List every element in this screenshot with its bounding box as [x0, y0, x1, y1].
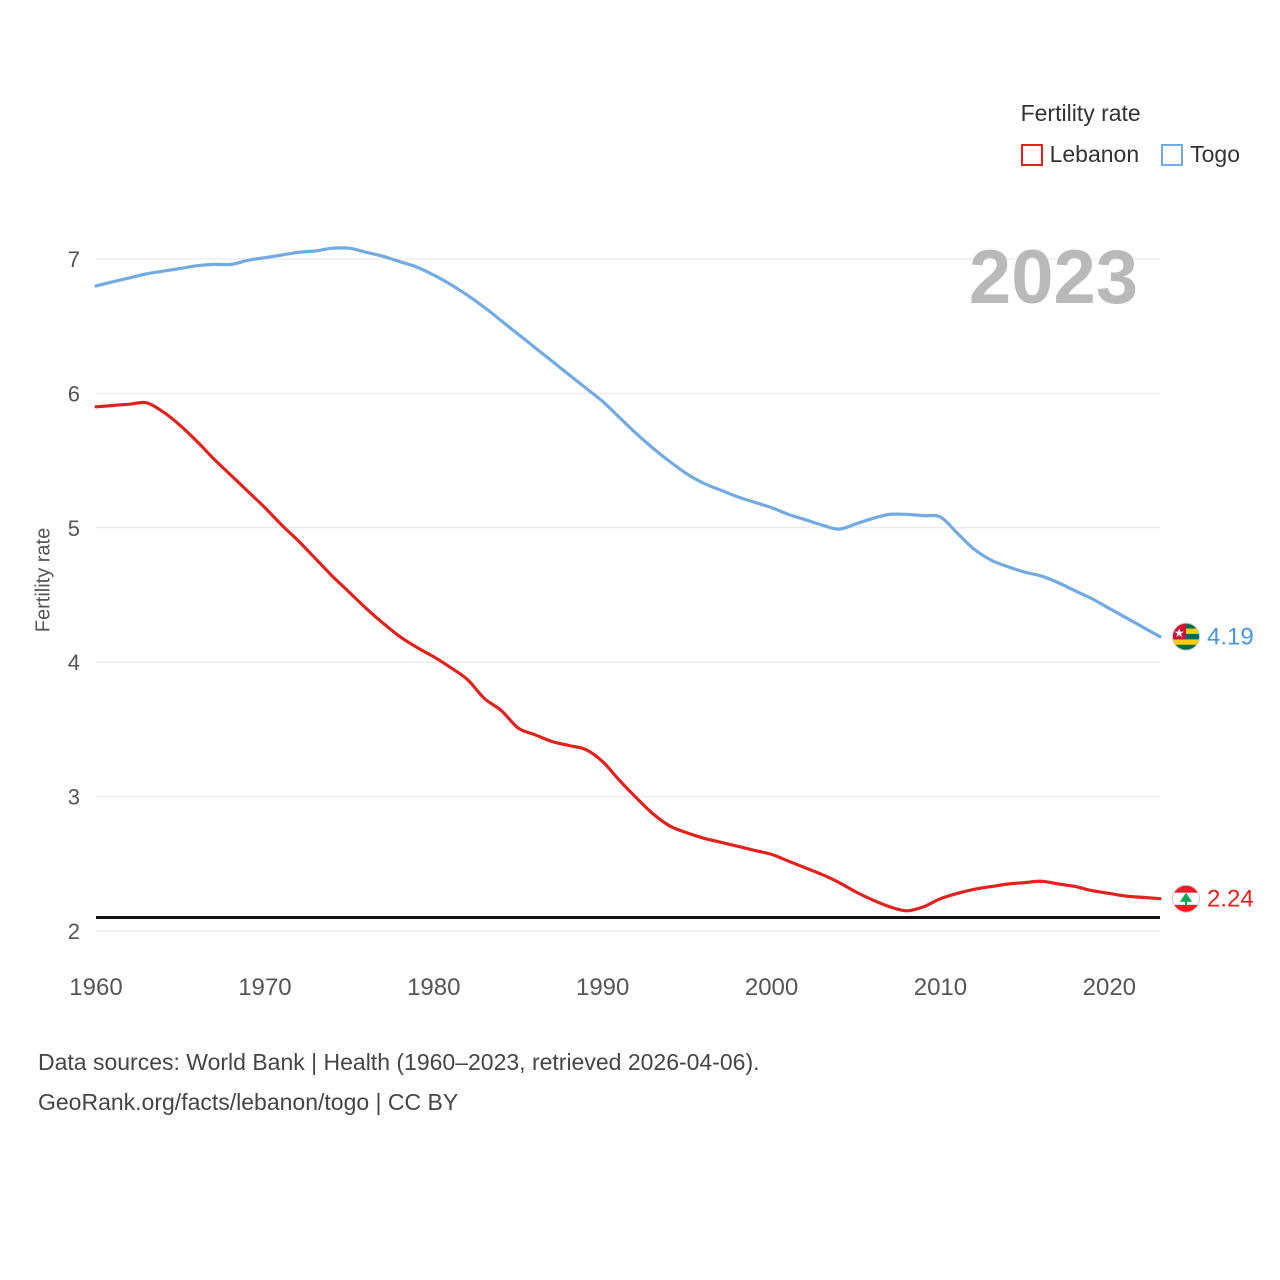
legend-items: Lebanon Togo — [1020, 141, 1240, 168]
x-tick-label: 1960 — [69, 974, 122, 1001]
x-tick-label: 1980 — [407, 974, 460, 1001]
togo-swatch — [1161, 143, 1184, 166]
lebanon-end-value-label: 2.24 — [1207, 886, 1254, 913]
legend-item-label: Lebanon — [1049, 141, 1140, 167]
svg-text:★: ★ — [1174, 626, 1185, 640]
togo-flag-icon: ★ — [1172, 623, 1200, 651]
x-tick-label: 2010 — [914, 974, 967, 1001]
togo-end-value-label: 4.19 — [1207, 624, 1254, 651]
lebanon-line — [94, 400, 1162, 913]
x-tick-label: 1970 — [238, 974, 291, 1001]
x-tick-label: 1990 — [576, 974, 629, 1001]
y-axis-label: Fertility rate — [32, 527, 55, 633]
attribution-text: GeoRank.org/facts/lebanon/togo | CC BY — [38, 1089, 459, 1115]
legend-item-togo: Togo — [1161, 141, 1240, 168]
togo-line — [94, 246, 1162, 639]
lebanon-flag-ring — [1172, 884, 1200, 913]
lebanon-flag-icon — [1172, 885, 1200, 913]
legend-item-lebanon: Lebanon — [1020, 141, 1140, 168]
togo-flag-ring — [1172, 622, 1200, 651]
y-tick-label: 3 — [68, 785, 80, 810]
legend-item-label: Togo — [1190, 141, 1240, 167]
y-tick-label: 6 — [68, 381, 80, 406]
lebanon-swatch — [1020, 143, 1043, 166]
legend: Fertility rate Lebanon Togo — [1020, 100, 1240, 168]
x-tick-label: 2020 — [1083, 974, 1136, 1001]
y-tick-label: 7 — [68, 247, 80, 272]
year-watermark: 2023 — [969, 235, 1138, 320]
y-tick-label: 5 — [68, 516, 80, 541]
y-tick-label: 2 — [68, 919, 80, 944]
x-tick-label: 2000 — [745, 974, 798, 1001]
legend-title: Fertility rate — [1020, 100, 1141, 126]
footer: Data sources: World Bank | Health (1960–… — [38, 1042, 760, 1122]
data-sources-text: Data sources: World Bank | Health (1960–… — [38, 1049, 760, 1075]
y-tick-label: 4 — [68, 650, 80, 675]
